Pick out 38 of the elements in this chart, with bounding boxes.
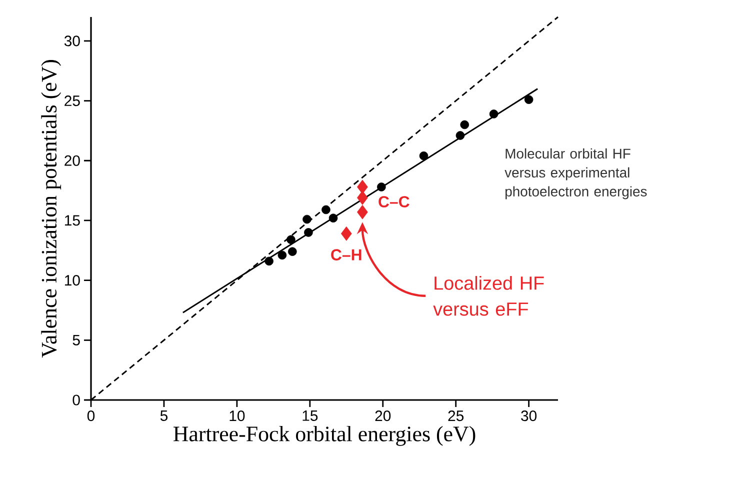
x-tick-label: 20 — [375, 410, 391, 422]
point — [302, 214, 312, 224]
x-tick-label: 0 — [87, 410, 95, 422]
y-tick-label: 30 — [64, 36, 80, 46]
annotation: C–C — [378, 196, 410, 208]
point — [278, 250, 287, 260]
point — [322, 205, 330, 214]
point — [357, 204, 368, 220]
x-axis-title: Hartree-Fock orbital energies (eV) — [173, 426, 476, 446]
point — [286, 235, 296, 244]
text: Molecular orbital HF versus experimental photoelectron energies — [504, 148, 647, 200]
y-tick-label: 0 — [72, 394, 80, 406]
y-tick-label: 20 — [64, 155, 80, 166]
point — [489, 110, 498, 118]
x-tick-label: 15 — [302, 410, 318, 421]
point — [264, 256, 274, 266]
point — [419, 151, 428, 160]
y-tick-label: 5 — [72, 334, 80, 346]
point — [524, 95, 534, 104]
point — [340, 226, 352, 241]
point — [288, 247, 297, 256]
point — [460, 120, 470, 130]
y-tick-label: 25 — [64, 95, 80, 106]
y-tick-label: 15 — [65, 215, 80, 226]
y-tick-label: 10 — [65, 275, 80, 286]
point — [357, 190, 368, 205]
x-tick-label: 5 — [160, 410, 168, 421]
x-tick-label: 10 — [230, 410, 245, 422]
y-axis-title: Valence ionization potentials (eV) — [41, 60, 62, 358]
point — [377, 182, 386, 192]
x-tick-label: 25 — [448, 410, 464, 422]
point — [456, 131, 465, 140]
text: Localized HF versus eFF — [433, 276, 544, 316]
point — [304, 228, 313, 237]
point — [328, 214, 338, 222]
point — [357, 180, 368, 194]
x-tick-label: 30 — [521, 410, 537, 422]
annotation: C–H — [331, 249, 362, 260]
